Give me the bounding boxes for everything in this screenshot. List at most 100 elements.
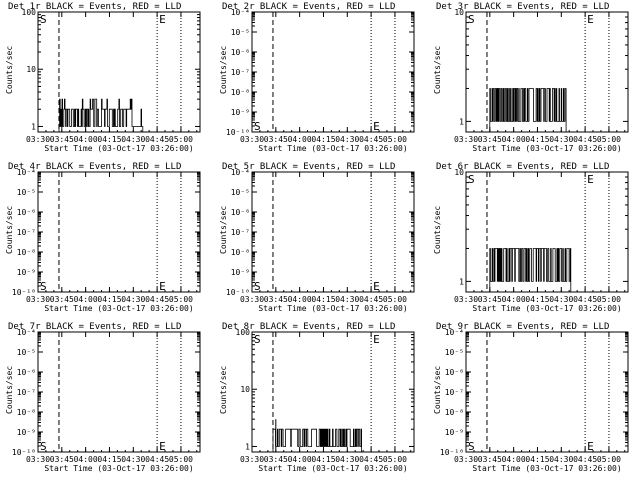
y-tick-label: 10⁻¹⁰ bbox=[226, 128, 250, 137]
events-trace bbox=[489, 88, 567, 132]
detector-panel: Det 5r BLACK = Events, RED = LLD Counts/s… bbox=[219, 162, 415, 313]
y-tick-label: 10 bbox=[26, 65, 36, 74]
x-tick-label: 04:45 bbox=[359, 455, 383, 464]
x-tick-label: 04:15 bbox=[525, 135, 549, 144]
plot-frame bbox=[465, 11, 629, 133]
start-marker-label: S bbox=[468, 13, 475, 26]
end-marker-label: E bbox=[587, 173, 594, 186]
x-tick-label: 04:45 bbox=[145, 135, 169, 144]
detector-panel: Det 1r BLACK = Events, RED = LLD Counts/s… bbox=[5, 2, 201, 153]
panel-title: Det 1r BLACK = Events, RED = LLD bbox=[8, 2, 181, 12]
detector-panel: Det 9r BLACK = Events, RED = LLD Counts/s… bbox=[433, 322, 629, 473]
panel-title: Det 3r BLACK = Events, RED = LLD bbox=[436, 2, 609, 12]
start-marker-label: S bbox=[40, 13, 47, 26]
y-tick-label: 10 bbox=[240, 385, 250, 394]
panel-title: Det 4r BLACK = Events, RED = LLD bbox=[8, 162, 181, 172]
x-axis-label: Start Time (03-Oct-17 03:26:00) bbox=[472, 144, 621, 153]
x-tick-label: 03:30 bbox=[26, 295, 50, 304]
x-tick-label: 04:15 bbox=[525, 455, 549, 464]
y-axis-label: Counts/sec bbox=[219, 46, 228, 94]
x-tick-label: 04:00 bbox=[74, 295, 98, 304]
y-tick-label: 10⁻⁴ bbox=[231, 168, 250, 177]
y-tick-label: 10⁻⁹ bbox=[231, 268, 250, 277]
y-tick-label: 10⁻⁸ bbox=[445, 408, 464, 417]
y-tick-label: 10⁻⁹ bbox=[17, 268, 36, 277]
y-tick-label: 10⁻⁹ bbox=[17, 428, 36, 437]
x-tick-label: 05:00 bbox=[597, 295, 621, 304]
y-tick-label: 10⁻⁶ bbox=[17, 208, 36, 217]
plot-frame bbox=[251, 171, 415, 293]
x-axis-label: Start Time (03-Oct-17 03:26:00) bbox=[258, 304, 407, 313]
x-tick-label: 04:30 bbox=[549, 135, 573, 144]
x-tick-label: 04:30 bbox=[121, 455, 145, 464]
x-tick-label: 04:30 bbox=[335, 295, 359, 304]
x-tick-label: 04:30 bbox=[335, 455, 359, 464]
x-tick-label: 03:45 bbox=[264, 455, 288, 464]
y-tick-label: 100 bbox=[22, 8, 37, 17]
x-tick-label: 04:00 bbox=[74, 135, 98, 144]
x-tick-label: 05:00 bbox=[383, 135, 407, 144]
plot-frame bbox=[251, 11, 415, 133]
x-tick-label: 03:30 bbox=[240, 135, 264, 144]
y-tick-label: 10⁻⁸ bbox=[17, 248, 36, 257]
y-tick-label: 10⁻¹⁰ bbox=[12, 288, 36, 297]
x-axis-label: Start Time (03-Oct-17 03:26:00) bbox=[44, 144, 193, 153]
y-tick-label: 10⁻⁸ bbox=[231, 88, 250, 97]
y-tick-label: 10⁻⁶ bbox=[445, 368, 464, 377]
start-marker-label: S bbox=[40, 280, 47, 293]
plot-frame bbox=[37, 171, 201, 293]
x-axis-label: Start Time (03-Oct-17 03:26:00) bbox=[472, 304, 621, 313]
x-tick-label: 04:15 bbox=[97, 455, 121, 464]
y-tick-label: 10⁻⁵ bbox=[445, 348, 464, 357]
y-tick-label: 10⁻⁵ bbox=[17, 348, 36, 357]
x-tick-label: 04:30 bbox=[121, 135, 145, 144]
end-marker-label: E bbox=[159, 13, 166, 26]
panel-title: Det 5r BLACK = Events, RED = LLD bbox=[222, 162, 395, 172]
x-tick-label: 04:45 bbox=[573, 455, 597, 464]
x-tick-label: 04:45 bbox=[145, 455, 169, 464]
y-tick-label: 10⁻⁴ bbox=[17, 168, 36, 177]
y-tick-label: 1 bbox=[459, 277, 464, 286]
start-marker-label: S bbox=[468, 440, 475, 453]
x-tick-label: 04:30 bbox=[549, 455, 573, 464]
y-tick-label: 10⁻⁴ bbox=[231, 8, 250, 17]
panel-title: Det 7r BLACK = Events, RED = LLD bbox=[8, 322, 181, 332]
end-marker-label: E bbox=[373, 280, 380, 293]
y-axis-label: Counts/sec bbox=[5, 46, 14, 94]
x-tick-label: 04:15 bbox=[525, 295, 549, 304]
events-trace bbox=[489, 248, 572, 292]
y-tick-label: 10⁻⁵ bbox=[17, 188, 36, 197]
y-tick-label: 10⁻⁸ bbox=[231, 248, 250, 257]
start-marker-label: S bbox=[468, 173, 475, 186]
x-tick-label: 05:00 bbox=[169, 295, 193, 304]
x-tick-label: 04:15 bbox=[311, 295, 335, 304]
y-tick-label: 10⁻⁵ bbox=[231, 188, 250, 197]
end-marker-label: E bbox=[373, 333, 380, 346]
x-tick-label: 03:30 bbox=[240, 455, 264, 464]
x-tick-label: 04:00 bbox=[502, 455, 526, 464]
y-axis-label: Counts/sec bbox=[433, 366, 442, 414]
y-axis-label: Counts/sec bbox=[433, 206, 442, 254]
x-tick-label: 03:30 bbox=[454, 135, 478, 144]
y-tick-label: 10⁻⁷ bbox=[17, 228, 36, 237]
y-tick-label: 10⁻¹⁰ bbox=[226, 288, 250, 297]
detector-panel: Det 6r BLACK = Events, RED = LLD Counts/s… bbox=[433, 162, 629, 313]
y-tick-label: 10⁻⁷ bbox=[445, 388, 464, 397]
x-tick-label: 04:45 bbox=[573, 295, 597, 304]
y-axis-label: Counts/sec bbox=[5, 366, 14, 414]
panel-title: Det 8r BLACK = Events, RED = LLD bbox=[222, 322, 395, 332]
y-axis-label: Counts/sec bbox=[433, 46, 442, 94]
x-tick-label: 05:00 bbox=[597, 455, 621, 464]
end-marker-label: E bbox=[587, 13, 594, 26]
y-tick-label: 10⁻⁶ bbox=[231, 208, 250, 217]
x-tick-label: 04:30 bbox=[121, 295, 145, 304]
events-trace bbox=[272, 428, 362, 452]
detector-panel: Det 4r BLACK = Events, RED = LLD Counts/s… bbox=[5, 162, 201, 313]
y-tick-label: 1 bbox=[245, 442, 250, 451]
y-axis-label: Counts/sec bbox=[219, 366, 228, 414]
y-axis-label: Counts/sec bbox=[219, 206, 228, 254]
y-tick-label: 10⁻⁶ bbox=[17, 368, 36, 377]
end-marker-label: E bbox=[159, 280, 166, 293]
events-trace bbox=[58, 98, 144, 132]
y-tick-label: 10⁻⁴ bbox=[17, 328, 36, 337]
